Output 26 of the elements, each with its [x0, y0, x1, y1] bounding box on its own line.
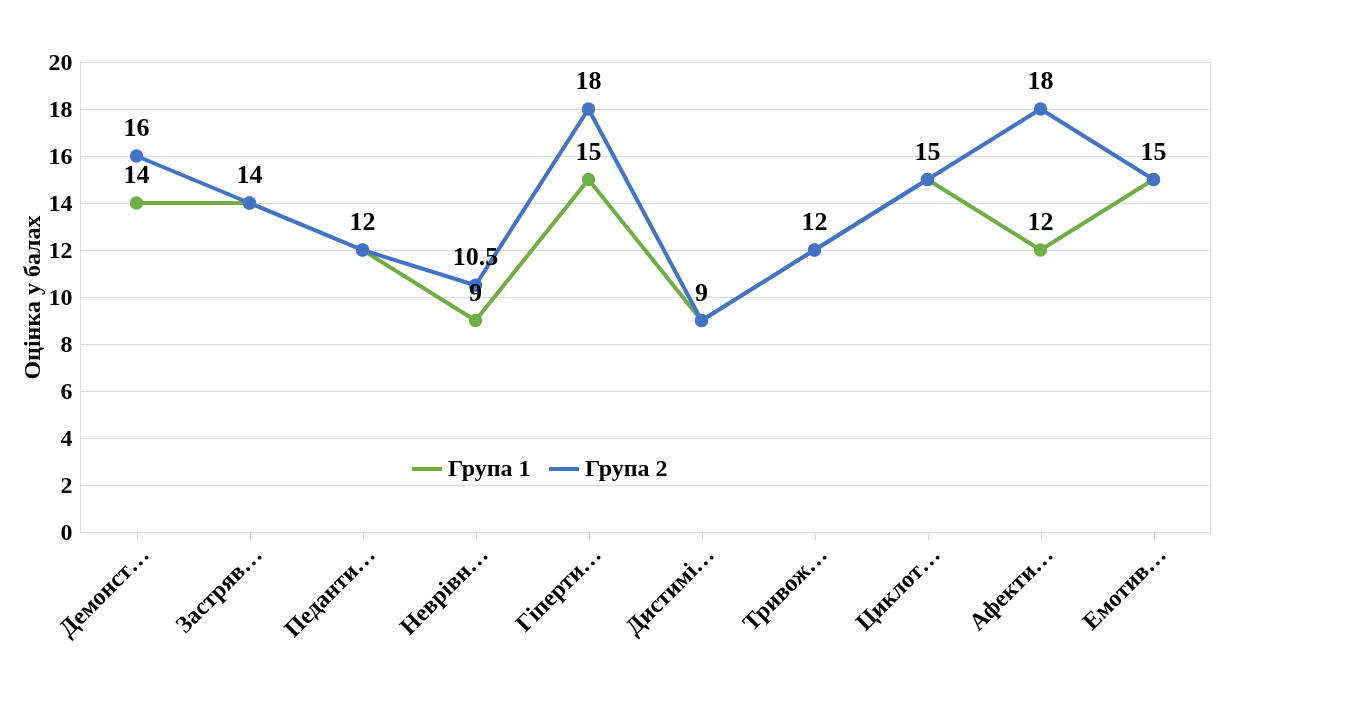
data-label: 15 — [914, 136, 941, 166]
data-label: 14 — [123, 160, 150, 189]
y-tick-label: 2 — [60, 471, 73, 498]
data-label: 16 — [123, 113, 150, 142]
y-tick-label: 10 — [48, 283, 73, 310]
data-label: 12 — [1027, 207, 1054, 236]
data-label: 14 — [236, 160, 263, 189]
y-tick-label: 8 — [60, 330, 73, 357]
data-label: 15 — [1140, 136, 1167, 166]
y-tick-label: 14 — [48, 189, 73, 216]
data-label: 12 — [349, 207, 376, 236]
y-tick-label: 0 — [60, 518, 73, 545]
y-tick-label: 18 — [48, 95, 73, 122]
legend-label: Група 2 — [585, 455, 668, 481]
y-tick-label: 6 — [60, 377, 73, 404]
data-label: 18 — [1027, 66, 1054, 95]
y-tick-label: 20 — [48, 48, 73, 75]
y-tick-label: 12 — [48, 236, 73, 263]
legend-label: Група 1 — [448, 455, 531, 481]
data-label: 12 — [801, 207, 828, 236]
data-label: 18 — [575, 66, 602, 95]
data-label: 15 — [575, 136, 602, 166]
y-tick-label: 4 — [60, 424, 73, 451]
y-axis-title: Оцінка у балах — [18, 215, 45, 380]
y-tick-label: 16 — [48, 142, 73, 169]
data-label: 9 — [695, 277, 708, 307]
